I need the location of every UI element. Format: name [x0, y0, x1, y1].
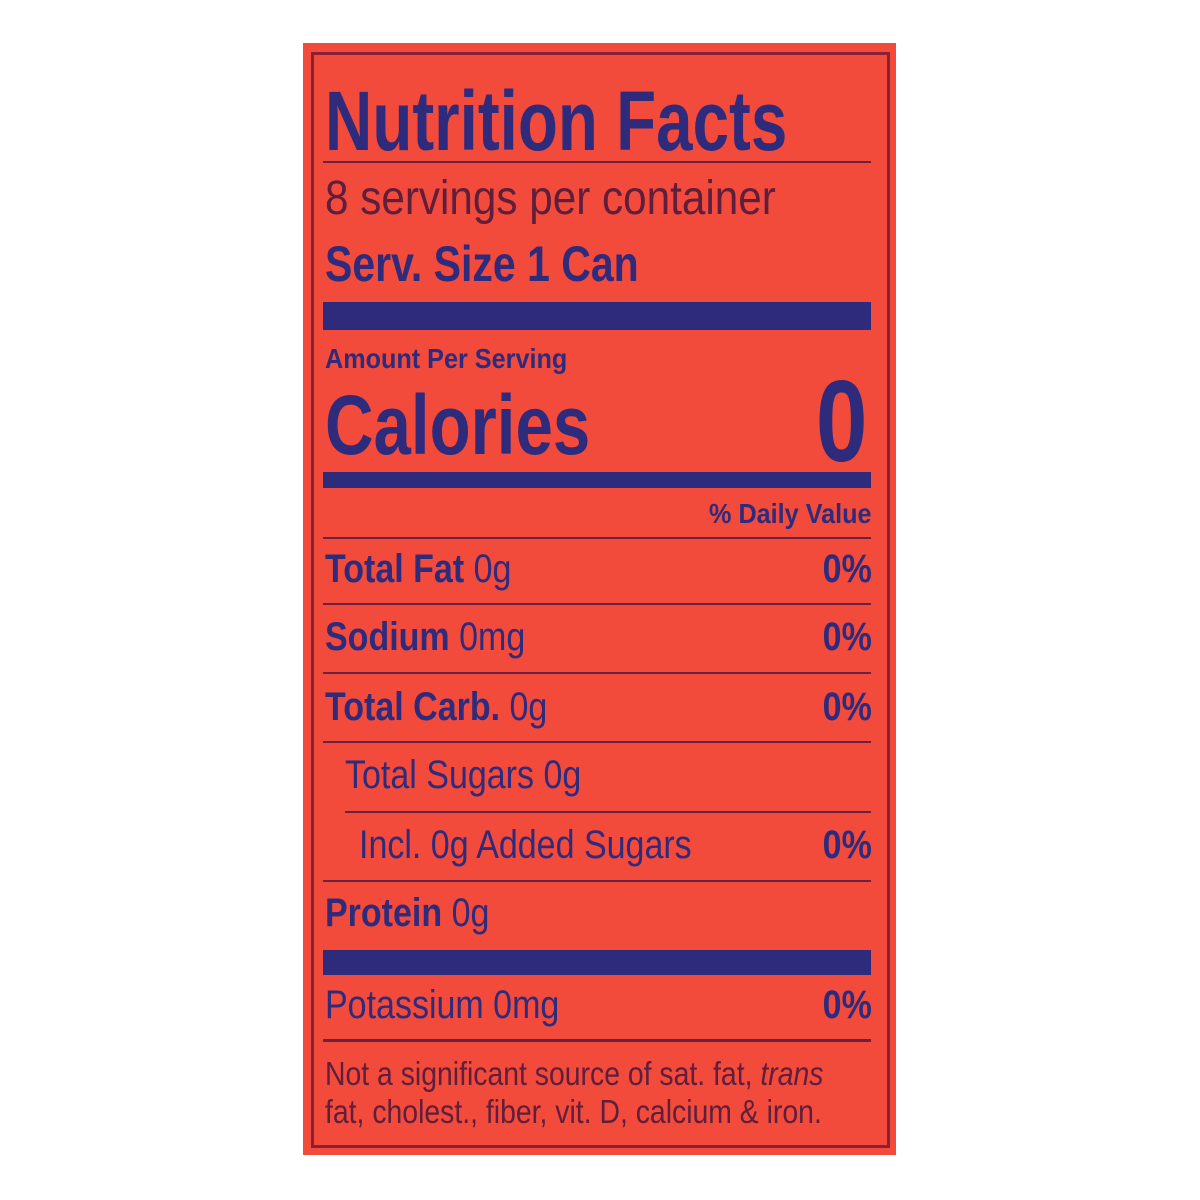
nutrition-facts-label: Nutrition Facts 8 servings per container… [303, 43, 896, 1155]
nutrient-dv: 0% [822, 823, 872, 867]
medium-divider [323, 472, 871, 488]
label-border [311, 52, 890, 1148]
divider [323, 161, 871, 163]
footnote-line-1: Not a significant source of sat. fat, tr… [325, 1057, 823, 1090]
footnote-italic: trans [760, 1055, 824, 1092]
nutrient-name: Total Carb. [325, 685, 501, 729]
nutrient-dv: 0% [822, 685, 872, 729]
nutrient-name: Total Fat [325, 547, 465, 591]
nutrient-amount: 0g [451, 891, 490, 935]
divider [323, 880, 871, 882]
daily-value-header: % Daily Value [709, 498, 872, 529]
nutrient-amount: 0g [473, 547, 512, 591]
divider [323, 672, 871, 674]
nutrient-dv: 0% [822, 547, 872, 591]
divider [323, 537, 871, 539]
serving-size: Serv. Size 1 Can [325, 236, 639, 292]
amount-per-serving: Amount Per Serving [325, 343, 568, 374]
thick-divider [323, 950, 871, 975]
footnote-line-2: fat, cholest., fiber, vit. D, calcium & … [325, 1093, 822, 1130]
divider [323, 1039, 871, 1042]
calories-label: Calories [325, 378, 591, 472]
nutrient-name: Total Sugars 0g [345, 753, 582, 797]
nutrient-amount: 0mg [459, 615, 526, 659]
nutrient-name: Sodium [325, 615, 450, 659]
thick-divider [323, 302, 871, 330]
divider [323, 741, 871, 743]
footnote-text: Not a significant source of sat. fat, [325, 1055, 761, 1092]
nutrient-dv: 0% [822, 615, 872, 659]
divider [345, 811, 871, 813]
label-title: Nutrition Facts [325, 74, 788, 168]
calories-value: 0 [816, 356, 868, 486]
nutrient-name: Potassium 0mg [325, 983, 560, 1027]
divider [323, 603, 871, 605]
nutrient-dv: 0% [822, 983, 872, 1027]
nutrient-name: Incl. 0g Added Sugars [359, 823, 692, 867]
nutrient-amount: 0g [509, 685, 548, 729]
servings-per-container: 8 servings per container [325, 172, 776, 225]
nutrient-name: Protein [325, 891, 443, 935]
